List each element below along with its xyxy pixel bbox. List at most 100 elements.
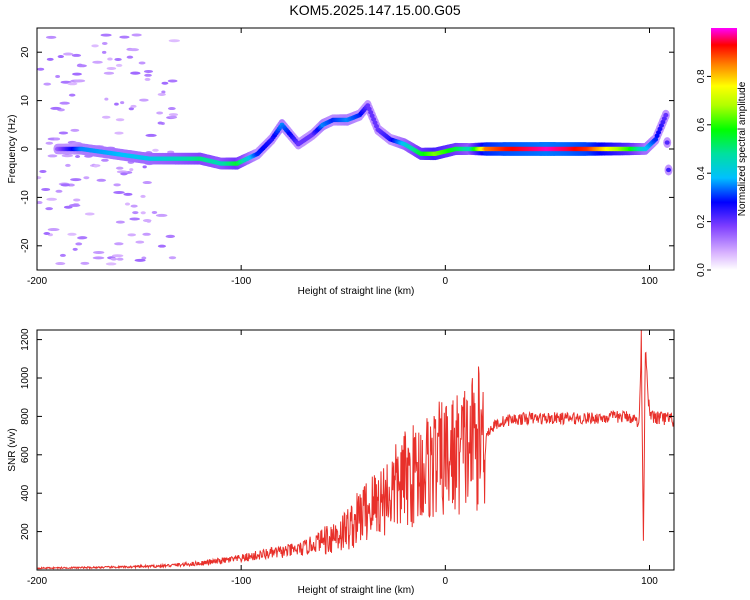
spectrogram-speckle: [43, 82, 52, 86]
spectrogram-speckle: [142, 181, 152, 185]
spectrogram-speckle: [83, 176, 90, 180]
spectrogram-speckle: [156, 111, 164, 115]
spectrogram-speckle: [168, 256, 177, 260]
spectrogram-speckle: [116, 257, 124, 261]
spectrogram-speckle: [63, 205, 73, 209]
spectrogram-speckle: [134, 258, 146, 262]
spectrogram-speckle: [101, 50, 107, 54]
spectrogram-marks: [37, 33, 673, 266]
spectrogram-speckle: [73, 198, 81, 202]
spectrogram-speckle: [55, 75, 61, 79]
spectrogram-speckle: [113, 190, 125, 194]
snr-y-axis: 200 400 600 800 1000 1200: [20, 328, 674, 540]
spectrogram-speckle: [70, 178, 82, 182]
spectrogram-y-axis: -20 -10 0 10 20: [20, 46, 674, 253]
spectrogram-speckle: [151, 210, 158, 214]
x-tick-label: 100: [641, 276, 658, 287]
spectrogram-speckle: [57, 55, 64, 59]
chart-title: KOM5.2025.147.15.00.G05: [289, 2, 461, 18]
spectrogram-speckle: [46, 57, 54, 61]
spectrogram-speckle: [62, 52, 74, 56]
spectrogram-speckle: [67, 82, 78, 86]
snr-y-label: SNR (v/v): [7, 428, 18, 471]
ridge-core: [656, 130, 662, 135]
colorbar-tick-label: 0.2: [696, 214, 707, 228]
y-tick-label: 600: [20, 446, 31, 463]
spectrogram-speckle: [93, 164, 99, 168]
spectrogram-speckle: [47, 154, 58, 158]
spectrogram-speckle: [139, 98, 149, 102]
x-tick-label: 100: [641, 576, 658, 587]
spectrogram-speckle: [155, 213, 168, 217]
spectrogram-speckle: [115, 220, 125, 224]
y-tick-label: -10: [20, 190, 31, 205]
spectrogram-speckle: [128, 48, 140, 52]
x-tick-label: 0: [443, 576, 449, 587]
colorbar-tick-label: 0.4: [696, 166, 707, 180]
spectrogram-speckle: [101, 41, 108, 45]
spectrogram-speckle: [131, 33, 142, 37]
spectrogram-speckle: [157, 244, 167, 248]
spectrogram-speckle: [47, 228, 60, 232]
spectrogram-speckle: [53, 137, 61, 141]
x-tick-label: 0: [443, 276, 449, 287]
y-tick-label: 0: [20, 146, 31, 152]
spectrogram-speckle: [39, 169, 47, 173]
spectrogram-speckle: [72, 247, 78, 251]
spectrogram-speckle: [129, 168, 134, 172]
spectrogram-speckle: [115, 118, 125, 122]
spectrogram-speckle: [130, 71, 141, 75]
spectrogram-speckle: [50, 106, 62, 110]
spectrogram-speckle: [104, 97, 109, 101]
spectrogram-speckle: [141, 256, 147, 260]
colorbar-tick-label: 0.0: [696, 263, 707, 277]
ridge-core: [660, 119, 666, 125]
spectrogram-speckle: [111, 254, 124, 258]
spectrogram-speckle: [120, 101, 125, 105]
spectrogram-speckle: [84, 212, 95, 216]
spectrogram-speckle: [167, 107, 176, 111]
spectrogram-speckle: [101, 158, 109, 162]
ridge-core: [654, 133, 660, 139]
spectrogram-speckle: [168, 113, 179, 117]
spectrogram-speckle: [115, 63, 123, 67]
spectrogram-speckle: [132, 211, 139, 215]
x-tick-label: -200: [27, 576, 47, 587]
spectrogram-speckle: [140, 211, 146, 215]
spectrogram-speckle: [59, 101, 70, 105]
spectrogram-speckle: [96, 178, 107, 182]
spectrogram-speckle: [75, 242, 83, 246]
spectrogram-speckle: [67, 232, 77, 236]
spectrogram-speckle: [129, 217, 140, 221]
spectrogram-speckle: [100, 33, 112, 37]
spectrogram-speckle: [130, 204, 138, 208]
spectrogram-speckle: [120, 172, 128, 176]
x-tick-label: -100: [231, 576, 251, 587]
snr-frame: [36, 329, 675, 571]
spectrogram-speckle: [114, 131, 124, 135]
x-tick-label: -100: [231, 276, 251, 287]
y-tick-label: 800: [20, 408, 31, 425]
spectrogram-speckle: [91, 44, 99, 48]
ridge-core: [661, 116, 667, 121]
colorbar-tick-label: 0.8: [696, 69, 707, 83]
spectrogram-speckle: [58, 131, 69, 135]
y-tick-label: 1000: [20, 366, 31, 389]
spectrogram-speckle: [140, 194, 146, 198]
ridge-core: [372, 120, 378, 125]
spectrogram-speckle: [105, 262, 117, 266]
spectrogram-speckle: [146, 219, 151, 223]
y-tick-label: -20: [20, 238, 31, 253]
spectrogram-speckle: [145, 133, 157, 137]
spectrogram-speckle: [61, 154, 74, 158]
spectrogram-speckle: [92, 256, 105, 260]
ridge-core: [369, 113, 375, 119]
spectrogram-speckle: [123, 192, 133, 196]
y-tick-label: 400: [20, 484, 31, 501]
y-tick-label: 10: [20, 95, 31, 107]
spectrogram-speckle: [119, 35, 130, 39]
spectrogram-speckle: [167, 79, 178, 83]
spectrogram-speckle: [77, 236, 88, 240]
spectrogram-speckle: [124, 202, 131, 206]
spectrogram-speckle: [68, 93, 76, 97]
